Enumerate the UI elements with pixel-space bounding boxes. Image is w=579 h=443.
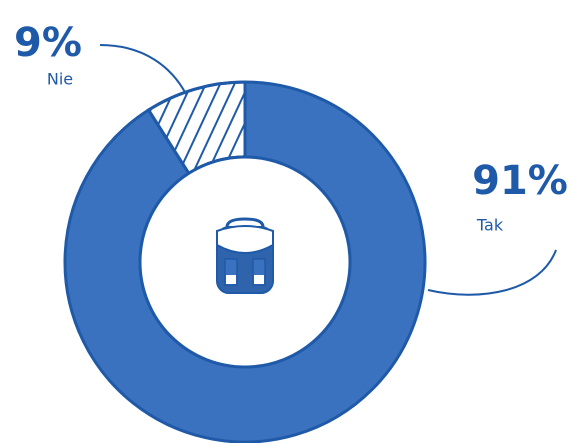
backpack-icon bbox=[216, 217, 274, 294]
category-label: Tak bbox=[476, 216, 504, 235]
value-label: 9% bbox=[14, 20, 82, 66]
leader-line bbox=[99, 44, 187, 95]
value-label: 91% bbox=[472, 158, 568, 204]
leader-line bbox=[427, 249, 557, 296]
category-label: Nie bbox=[47, 70, 73, 89]
